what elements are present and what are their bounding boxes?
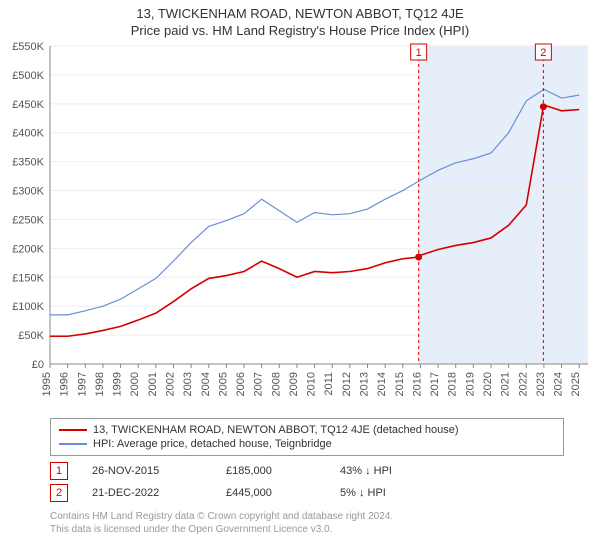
svg-text:£350K: £350K (12, 157, 44, 169)
svg-text:2013: 2013 (359, 372, 371, 396)
svg-text:£100K: £100K (12, 301, 44, 313)
svg-text:£500K: £500K (12, 70, 44, 82)
transaction-marker-number: 2 (50, 484, 68, 502)
svg-text:£300K: £300K (12, 186, 44, 198)
chart-title: 13, TWICKENHAM ROAD, NEWTON ABBOT, TQ12 … (0, 0, 600, 21)
svg-text:2020: 2020 (482, 372, 494, 396)
svg-text:2014: 2014 (376, 372, 388, 396)
svg-text:2005: 2005 (217, 372, 229, 396)
transaction-hpi-delta: 43% ↓ HPI (340, 465, 392, 477)
svg-text:2023: 2023 (535, 372, 547, 396)
svg-text:2007: 2007 (253, 372, 265, 396)
svg-text:2021: 2021 (500, 372, 512, 396)
svg-text:£200K: £200K (12, 243, 44, 255)
svg-text:2002: 2002 (164, 372, 176, 396)
svg-text:1995: 1995 (41, 372, 53, 396)
legend-swatch (59, 443, 87, 445)
svg-text:2004: 2004 (200, 372, 212, 396)
chart-container: 13, TWICKENHAM ROAD, NEWTON ABBOT, TQ12 … (0, 0, 600, 560)
svg-text:£550K: £550K (12, 42, 44, 53)
svg-text:2016: 2016 (411, 372, 423, 396)
svg-text:£250K: £250K (12, 214, 44, 226)
svg-text:£0: £0 (32, 359, 44, 371)
transaction-price: £185,000 (226, 465, 316, 477)
svg-text:£50K: £50K (18, 330, 44, 342)
svg-text:2022: 2022 (517, 372, 529, 396)
svg-text:2006: 2006 (235, 372, 247, 396)
svg-text:2011: 2011 (323, 372, 335, 396)
footer-line-2: This data is licensed under the Open Gov… (50, 523, 564, 536)
legend-label: HPI: Average price, detached house, Teig… (93, 438, 332, 450)
legend: 13, TWICKENHAM ROAD, NEWTON ABBOT, TQ12 … (50, 418, 564, 456)
svg-text:2010: 2010 (306, 372, 318, 396)
svg-text:2025: 2025 (570, 372, 582, 396)
svg-text:2015: 2015 (394, 372, 406, 396)
chart-subtitle: Price paid vs. HM Land Registry's House … (0, 21, 600, 42)
svg-text:2024: 2024 (553, 372, 565, 396)
line-chart-svg: £0 £50K £100K £150K £200K £250K £300K £350K £400… (0, 42, 600, 412)
transaction-row: 1 26-NOV-2015 £185,000 43% ↓ HPI (50, 460, 564, 482)
transaction-marker-number: 1 (50, 462, 68, 480)
legend-swatch (59, 429, 87, 431)
svg-text:1996: 1996 (59, 372, 71, 396)
svg-text:1: 1 (416, 47, 422, 59)
transactions-list: 1 26-NOV-2015 £185,000 43% ↓ HPI 2 21-DEC-202… (0, 460, 600, 504)
transaction-hpi-delta: 5% ↓ HPI (340, 487, 386, 499)
svg-text:£400K: £400K (12, 128, 44, 140)
transaction-price: £445,000 (226, 487, 316, 499)
legend-label: 13, TWICKENHAM ROAD, NEWTON ABBOT, TQ12 … (93, 424, 459, 436)
legend-item: HPI: Average price, detached house, Teig… (59, 437, 555, 451)
svg-text:1997: 1997 (76, 372, 88, 396)
chart-area: £0 £50K £100K £150K £200K £250K £300K £350K £400… (0, 42, 600, 412)
svg-text:2008: 2008 (270, 372, 282, 396)
footer-line-1: Contains HM Land Registry data © Crown c… (50, 510, 564, 523)
svg-text:2017: 2017 (429, 372, 441, 396)
transaction-row: 2 21-DEC-2022 £445,000 5% ↓ HPI (50, 482, 564, 504)
svg-text:£450K: £450K (12, 99, 44, 111)
transaction-date: 21-DEC-2022 (92, 487, 202, 499)
svg-text:2009: 2009 (288, 372, 300, 396)
svg-text:1998: 1998 (94, 372, 106, 396)
svg-text:£150K: £150K (12, 272, 44, 284)
svg-text:2018: 2018 (447, 372, 459, 396)
transaction-date: 26-NOV-2015 (92, 465, 202, 477)
svg-text:2000: 2000 (129, 372, 141, 396)
svg-text:2003: 2003 (182, 372, 194, 396)
svg-text:2019: 2019 (464, 372, 476, 396)
svg-text:2: 2 (540, 47, 546, 59)
legend-item: 13, TWICKENHAM ROAD, NEWTON ABBOT, TQ12 … (59, 423, 555, 437)
svg-text:1999: 1999 (112, 372, 124, 396)
svg-text:2012: 2012 (341, 372, 353, 396)
svg-text:2001: 2001 (147, 372, 159, 396)
data-attribution: Contains HM Land Registry data © Crown c… (0, 504, 600, 536)
